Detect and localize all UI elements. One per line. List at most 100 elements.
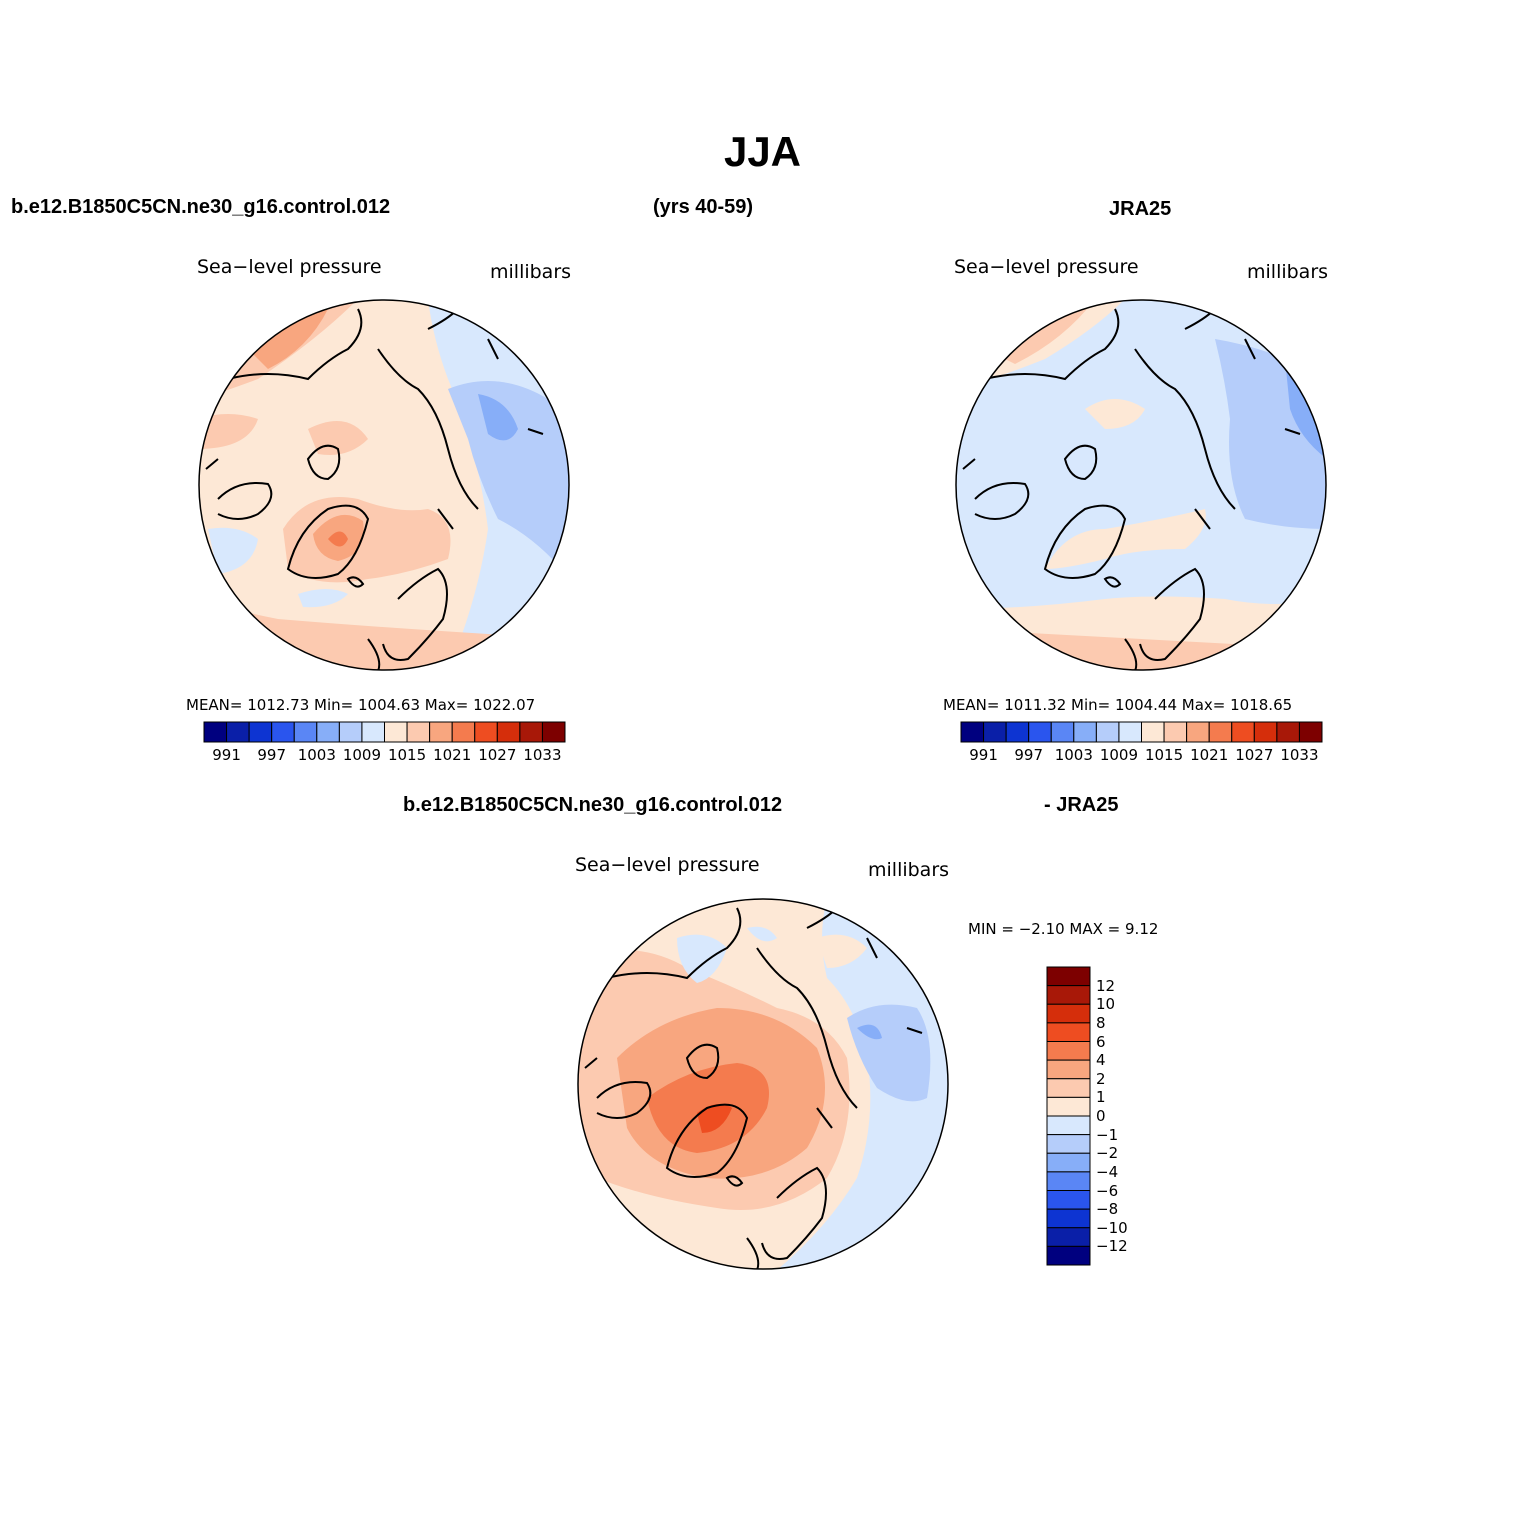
panel3-colorbar-swatch xyxy=(1046,1134,1091,1154)
panel1-colorbar-tick-label: 1003 xyxy=(297,746,336,764)
panel1-stats: MEAN= 1012.73 Min= 1004.63 Max= 1022.07 xyxy=(186,696,536,714)
panel2-colorbar-swatch xyxy=(1276,721,1300,743)
panel2-colorbar-tick-label: 1021 xyxy=(1190,746,1229,764)
panel3-colorbar-swatch xyxy=(1046,1041,1091,1061)
panel1-colorbar-tick-label: 1009 xyxy=(342,746,382,764)
panel1-colorbar-swatch xyxy=(429,721,453,743)
panel2-colorbar-swatch xyxy=(1141,721,1165,743)
panel2-colorbar-tick-label: 1003 xyxy=(1054,746,1093,764)
years-header: (yrs 40-59) xyxy=(653,196,754,218)
panel1-colorbar-swatch xyxy=(203,721,228,743)
panel3-variable-label: Sea−level pressure xyxy=(575,854,760,876)
figure-title: JJA xyxy=(723,128,802,175)
panel3-colorbar-swatch xyxy=(1046,1190,1091,1210)
panel3-colorbar-swatch xyxy=(1046,985,1091,1005)
panel1-colorbar-swatch xyxy=(519,721,543,743)
panel1-colorbar-swatch xyxy=(406,721,431,743)
panel1-colorbar-swatch xyxy=(248,721,273,743)
panel3-colorbar-tick-label: 0 xyxy=(1096,1107,1106,1125)
panel2-colorbar-swatch xyxy=(1073,721,1097,743)
panel1-variable-label: Sea−level pressure xyxy=(197,256,382,278)
panel3-colorbar-tick-label: 4 xyxy=(1096,1051,1106,1070)
panel3-colorbar xyxy=(1046,966,1091,1266)
model-run-header: b.e12.B1850C5CN.ne30_g16.control.012 xyxy=(11,196,391,218)
panel2-colorbar-swatch xyxy=(1208,721,1233,743)
diff-model-header: b.e12.B1850C5CN.ne30_g16.control.012 xyxy=(403,794,783,816)
panel3-colorbar-tick-label: −1 xyxy=(1096,1125,1119,1144)
panel3-colorbar-swatch xyxy=(1046,1208,1091,1229)
panel1-colorbar-labels: 991 997 1003 1009 1015 1021 1027 1033 xyxy=(204,746,565,766)
panel2-colorbar-swatch xyxy=(1005,721,1030,743)
panel2-colorbar-tick-label: 997 xyxy=(1014,746,1043,764)
panel1-colorbar-tick-label: 1015 xyxy=(387,746,427,764)
panel3-colorbar-swatch xyxy=(1046,966,1091,987)
panel2-colorbar-swatch xyxy=(1186,721,1210,743)
panel1-colorbar-swatch xyxy=(541,721,566,743)
panel3-colorbar-tick-label: 12 xyxy=(1096,976,1116,995)
panel3-colorbar-tick-label: −6 xyxy=(1096,1181,1119,1200)
panel3-polar-map xyxy=(577,898,949,1270)
panel1-colorbar-tick-label: 997 xyxy=(257,746,286,764)
panel1-colorbar-swatch xyxy=(338,721,363,743)
panel3-colorbar-tick-label: −2 xyxy=(1096,1144,1119,1163)
panel3-colorbar-swatch xyxy=(1046,1078,1091,1098)
panel3-colorbar-swatch xyxy=(1046,1227,1091,1247)
panel1-colorbar-swatch xyxy=(293,721,318,743)
panel1-polar-map xyxy=(198,299,570,671)
panel3-colorbar-swatch xyxy=(1046,1152,1091,1173)
panel1-colorbar-swatch xyxy=(496,721,521,743)
panel2-colorbar-tick-label: 1033 xyxy=(1280,746,1319,764)
panel2-colorbar-swatch xyxy=(960,721,985,743)
panel3-colorbar-tick-label: 10 xyxy=(1096,995,1116,1014)
panel3-colorbar-tick-label: −8 xyxy=(1096,1200,1119,1219)
obs-header: JRA25 xyxy=(1109,198,1172,220)
panel1-colorbar-swatch xyxy=(451,721,476,743)
panel2-colorbar-swatch xyxy=(1028,721,1052,743)
panel2-colorbar-swatch xyxy=(1095,721,1120,743)
panel3-colorbar-tick-label: −4 xyxy=(1096,1162,1119,1181)
panel3-colorbar-swatch xyxy=(1046,1096,1091,1117)
panel3-colorbar-swatch xyxy=(1046,1171,1091,1192)
panel3-colorbar-swatch xyxy=(1046,1022,1091,1043)
panel1-colorbar xyxy=(203,721,566,743)
panel2-colorbar-swatch xyxy=(1231,721,1255,743)
panel1-colorbar-swatch xyxy=(271,721,295,743)
panel1-colorbar-tick-label: 1021 xyxy=(433,746,472,764)
panel1-colorbar-tick-label: 1033 xyxy=(523,746,562,764)
panel2-polar-map xyxy=(955,299,1327,671)
panel1-colorbar-tick-label: 1027 xyxy=(478,746,517,764)
panel2-colorbar-tick-label: 991 xyxy=(969,746,998,764)
panel3-colorbar-tick-label: −12 xyxy=(1096,1237,1128,1256)
panel1-colorbar-swatch xyxy=(226,721,250,743)
panel3-colorbar-tick-label: 1 xyxy=(1096,1088,1106,1107)
panel2-colorbar-swatch xyxy=(983,721,1007,743)
panel2-colorbar-swatch xyxy=(1050,721,1075,743)
panel2-colorbar-swatch xyxy=(1298,721,1323,743)
panel3-minmax-stats: MIN = −2.10 MAX = 9.12 xyxy=(968,920,1159,938)
panel2-variable-label: Sea−level pressure xyxy=(954,256,1139,278)
panel2-units-label: millibars xyxy=(1247,261,1329,283)
panel2-colorbar-tick-label: 1027 xyxy=(1235,746,1274,764)
panel1-colorbar-swatch xyxy=(474,721,498,743)
panel3-colorbar-swatch xyxy=(1046,1115,1091,1136)
panel1-units-label: millibars xyxy=(490,261,572,283)
panel3-colorbar-swatch xyxy=(1046,1003,1091,1024)
panel3-colorbar-tick-label: 2 xyxy=(1096,1069,1106,1088)
panel2-colorbar-swatch xyxy=(1253,721,1278,743)
panel3-colorbar-labels: 12 10 8 6 4 2 1 0 −1 −2 −4 −6 −8 −10 −12 xyxy=(1096,967,1156,1265)
panel2-colorbar-labels: 991 997 1003 1009 1015 1021 1027 1033 xyxy=(961,746,1322,766)
panel2-colorbar-tick-label: 1009 xyxy=(1099,746,1139,764)
panel2-colorbar-swatch xyxy=(1163,721,1188,743)
panel2-colorbar-tick-label: 1015 xyxy=(1144,746,1184,764)
panel3-colorbar-swatch xyxy=(1046,1059,1091,1080)
panel3-colorbar-tick-label: −10 xyxy=(1096,1218,1128,1237)
panel1-colorbar-tick-label: 991 xyxy=(212,746,241,764)
panel1-colorbar-swatch xyxy=(316,721,340,743)
panel2-colorbar xyxy=(960,721,1323,743)
panel2-stats: MEAN= 1011.32 Min= 1004.44 Max= 1018.65 xyxy=(943,696,1293,714)
panel3-colorbar-tick-label: 6 xyxy=(1096,1032,1106,1051)
panel3-colorbar-swatch xyxy=(1046,1245,1091,1266)
panel1-colorbar-swatch xyxy=(384,721,408,743)
panel3-units-label: millibars xyxy=(868,859,950,881)
diff-obs-header: - JRA25 xyxy=(1044,794,1119,816)
